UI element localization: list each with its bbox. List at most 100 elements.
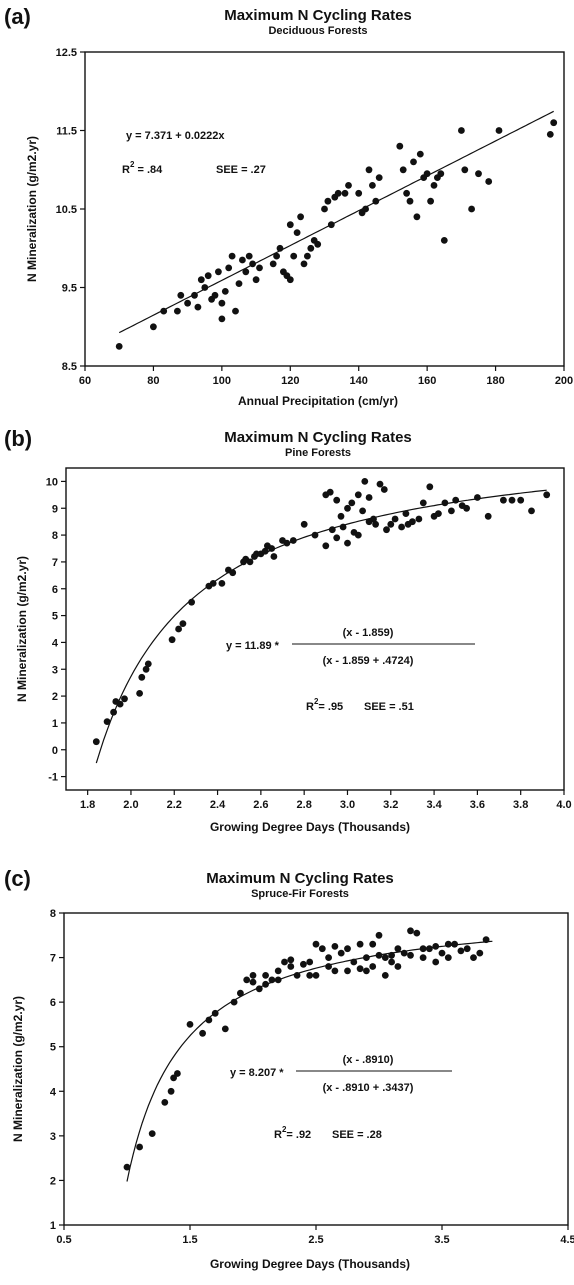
y-tick-label: 9	[52, 503, 58, 515]
y-tick-label: 6	[50, 997, 56, 1009]
data-point	[432, 943, 440, 950]
data-point	[407, 927, 414, 935]
x-tick-label: 3.0	[340, 799, 355, 811]
data-point	[369, 182, 376, 189]
data-point	[441, 499, 449, 507]
data-point	[463, 945, 471, 953]
data-point	[229, 569, 237, 577]
data-point	[410, 158, 417, 166]
x-axis-label: Growing Degree Days (Thousands)	[210, 820, 410, 834]
data-point	[444, 940, 452, 948]
data-point	[475, 170, 482, 178]
data-point	[249, 260, 256, 268]
data-point	[92, 738, 100, 746]
y-tick-label: 2	[52, 691, 58, 703]
data-point	[232, 307, 239, 315]
data-point	[394, 945, 402, 953]
data-point	[333, 534, 341, 542]
data-point	[326, 488, 334, 496]
x-tick-label: 0.5	[56, 1234, 71, 1246]
data-point	[344, 945, 351, 953]
data-point	[283, 539, 291, 547]
r-squared-label: R2= .92	[274, 1125, 311, 1141]
data-point	[500, 496, 507, 504]
plot-frame	[65, 467, 565, 791]
data-point	[356, 940, 364, 948]
data-point	[194, 303, 202, 311]
data-point	[218, 299, 226, 307]
data-point	[255, 985, 263, 993]
data-point	[205, 1016, 213, 1024]
x-tick-label: 3.5	[434, 1234, 449, 1246]
data-point	[184, 299, 192, 307]
data-point	[419, 954, 427, 961]
data-point	[199, 1029, 207, 1037]
plot-frame	[63, 912, 569, 1226]
data-point	[242, 268, 250, 276]
equation-lhs: y = 11.89 *	[226, 640, 280, 652]
x-tick-label: 2.2	[167, 799, 182, 811]
data-point	[484, 512, 492, 520]
data-point	[273, 252, 280, 260]
data-point	[116, 700, 124, 708]
data-point	[177, 291, 185, 299]
data-point	[328, 526, 336, 534]
data-point	[430, 182, 438, 189]
data-point	[517, 496, 525, 504]
data-point	[474, 494, 481, 501]
data-point	[363, 954, 370, 961]
data-point	[369, 963, 377, 970]
data-point	[419, 945, 427, 953]
data-point	[170, 1074, 178, 1082]
chart-title: Maximum N Cycling Rates	[224, 7, 412, 24]
data-point	[312, 940, 320, 948]
data-point	[274, 976, 282, 984]
data-point	[249, 978, 257, 986]
equation-numerator: (x - 1.859)	[343, 627, 394, 639]
y-axis-label: N Mineralization (g/m2.yr)	[15, 556, 29, 702]
data-point	[161, 1099, 169, 1106]
data-point	[268, 545, 276, 552]
data-point	[415, 515, 423, 523]
data-point	[287, 956, 295, 964]
data-point	[369, 940, 377, 948]
data-point	[416, 150, 424, 158]
data-point	[297, 213, 304, 221]
data-point	[355, 189, 363, 197]
y-tick-label: 12.5	[56, 47, 77, 59]
data-point	[249, 972, 257, 979]
data-point	[387, 520, 395, 528]
data-point	[243, 976, 251, 984]
data-point	[365, 166, 373, 174]
data-point	[356, 965, 364, 973]
data-point	[337, 512, 345, 520]
data-point	[274, 967, 282, 975]
data-point	[293, 972, 301, 979]
data-point	[138, 673, 146, 681]
data-point	[388, 951, 395, 959]
data-point	[350, 958, 358, 966]
data-point	[324, 197, 332, 205]
y-tick-label: 2	[50, 1175, 56, 1187]
data-point	[215, 268, 222, 276]
y-tick-label: 0	[52, 745, 58, 757]
data-point	[383, 526, 390, 534]
data-point	[372, 197, 380, 205]
data-point	[311, 531, 319, 539]
data-point	[221, 1025, 229, 1033]
x-tick-label: 80	[147, 375, 159, 387]
r-squared-label: R2 = .84	[122, 160, 163, 176]
equation-denominator: (x - 1.859 + .4724)	[323, 655, 414, 667]
x-tick-label: 180	[486, 375, 504, 387]
data-point	[293, 229, 301, 237]
data-point	[440, 237, 448, 244]
data-point	[262, 980, 269, 988]
data-point	[354, 531, 362, 539]
data-point	[458, 127, 465, 134]
data-point	[344, 504, 351, 512]
data-point	[211, 291, 219, 299]
x-tick-label: 1.8	[80, 799, 95, 811]
data-point	[150, 323, 157, 331]
data-point	[121, 695, 128, 703]
data-point	[413, 929, 421, 937]
